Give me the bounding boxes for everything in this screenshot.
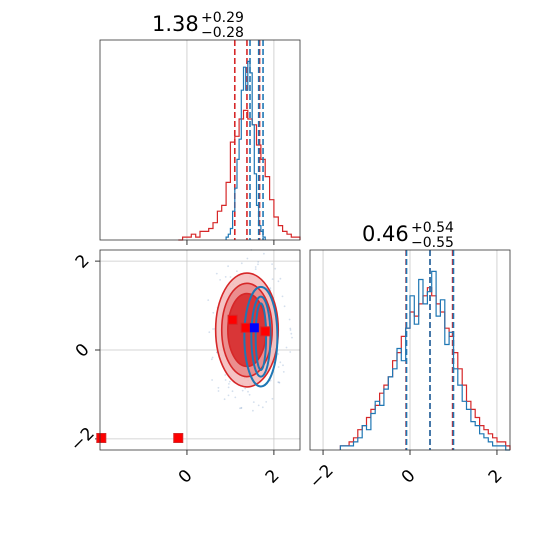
bl-red-marker bbox=[240, 322, 251, 333]
bl-sample-point bbox=[208, 331, 211, 334]
tl-frame bbox=[99, 39, 301, 241]
bl-sample-point bbox=[279, 361, 282, 364]
bl-sample-point bbox=[281, 295, 284, 298]
bl-sample-point bbox=[239, 407, 241, 410]
bl-sample-point bbox=[263, 252, 265, 255]
bl-sample-point bbox=[279, 277, 282, 280]
bottom-right-title-median: 0.46 bbox=[362, 222, 409, 246]
br-frame bbox=[309, 249, 511, 451]
bl-red-marker bbox=[227, 314, 238, 325]
bl-sample-point bbox=[211, 356, 214, 359]
bl-sample-point bbox=[248, 393, 251, 396]
bl-blue-contour-1 bbox=[250, 295, 272, 378]
bl-sample-point bbox=[289, 351, 292, 353]
bl-sample-point bbox=[210, 358, 213, 361]
bl-blue-contour-0 bbox=[254, 302, 268, 371]
bl-red-marker bbox=[260, 326, 271, 337]
bl-sample-point bbox=[265, 401, 268, 403]
bl-sample-point bbox=[288, 318, 291, 321]
bl-sample-point bbox=[240, 407, 243, 409]
bl-sample-point bbox=[217, 390, 220, 392]
bl-red-marker bbox=[96, 433, 107, 443]
bottom-right-title-minus: −0.55 bbox=[411, 235, 454, 251]
bl-sample-point bbox=[254, 266, 257, 268]
bl-sample-point bbox=[212, 311, 215, 314]
bottom-right-title-plus: +0.54 bbox=[411, 220, 454, 236]
bl-sample-point bbox=[278, 381, 280, 384]
bl-sample-point bbox=[277, 381, 280, 383]
bl-sample-point bbox=[207, 299, 210, 301]
bl-sample-point bbox=[277, 353, 280, 355]
bl-sample-point bbox=[227, 386, 230, 389]
bl-sample-point bbox=[231, 390, 234, 393]
bl-sample-point bbox=[289, 327, 292, 330]
bl-sample-point bbox=[223, 398, 226, 401]
bl-sample-point bbox=[229, 276, 232, 278]
bl-blue-contour-2 bbox=[243, 285, 279, 388]
bl-sample-point bbox=[240, 262, 243, 265]
bl-sample-point bbox=[224, 379, 227, 381]
bl-sample-point bbox=[290, 332, 293, 335]
bl-sample-point bbox=[271, 397, 274, 400]
bl-sample-point bbox=[278, 381, 281, 384]
bl-frame bbox=[99, 249, 301, 451]
bl-sample-point bbox=[254, 268, 257, 270]
bl-sample-point bbox=[246, 257, 249, 260]
bl-sample-point bbox=[291, 336, 293, 339]
bl-sample-point bbox=[277, 366, 280, 368]
histogram-panel-top-left bbox=[99, 39, 301, 245]
bl-sample-point bbox=[257, 263, 259, 266]
top-left-title: 1.38 bbox=[152, 12, 199, 36]
bl-sample-point bbox=[240, 406, 243, 409]
bl-sample-point bbox=[252, 409, 254, 412]
bl-sample-point bbox=[257, 261, 260, 263]
br-hist-series-0 bbox=[339, 287, 511, 450]
bl-sample-point bbox=[282, 371, 285, 373]
bl-sample-point bbox=[236, 270, 238, 273]
bl-sample-point bbox=[212, 328, 215, 330]
bl-sample-point bbox=[274, 267, 277, 270]
bl-sample-point bbox=[228, 383, 230, 385]
bl-sample-point bbox=[241, 389, 244, 392]
top-left-title-plus: +0.29 bbox=[201, 10, 244, 26]
histogram-panel-bottom-right: −2 0 2 bbox=[306, 249, 511, 493]
bl-sample-point bbox=[261, 406, 264, 409]
bl-sample-point bbox=[224, 374, 227, 376]
bl-sample-point bbox=[217, 386, 220, 389]
bottom-right-title: 0.46 bbox=[362, 222, 409, 246]
br-hist-series-1 bbox=[339, 270, 510, 451]
bl-sample-point bbox=[283, 305, 286, 308]
bl-sample-point bbox=[244, 387, 247, 390]
bl-sample-point bbox=[252, 401, 255, 403]
bl-sample-point bbox=[271, 263, 273, 265]
bl-sample-point bbox=[227, 394, 230, 397]
bl-red-marker bbox=[173, 433, 184, 443]
bl-sample-point bbox=[227, 265, 230, 268]
bl-sample-point bbox=[285, 346, 288, 349]
bl-sample-point bbox=[247, 390, 249, 393]
bl-sample-point bbox=[282, 364, 284, 367]
bl-sample-point bbox=[271, 278, 274, 280]
bl-sample-point bbox=[224, 276, 227, 278]
top-left-title-median: 1.38 bbox=[152, 12, 199, 36]
bl-sample-point bbox=[215, 272, 218, 275]
bl-sample-point bbox=[228, 380, 231, 383]
bl-sample-point bbox=[257, 404, 260, 407]
bl-sample-point bbox=[277, 280, 280, 283]
bl-sample-point bbox=[234, 396, 237, 399]
bl-sample-point bbox=[269, 287, 272, 289]
bl-blue-marker bbox=[249, 323, 259, 333]
bl-sample-point bbox=[289, 329, 292, 331]
bl-sample-point bbox=[211, 379, 214, 381]
bl-sample-point bbox=[219, 279, 222, 281]
top-left-title-minus: −0.28 bbox=[201, 25, 244, 41]
